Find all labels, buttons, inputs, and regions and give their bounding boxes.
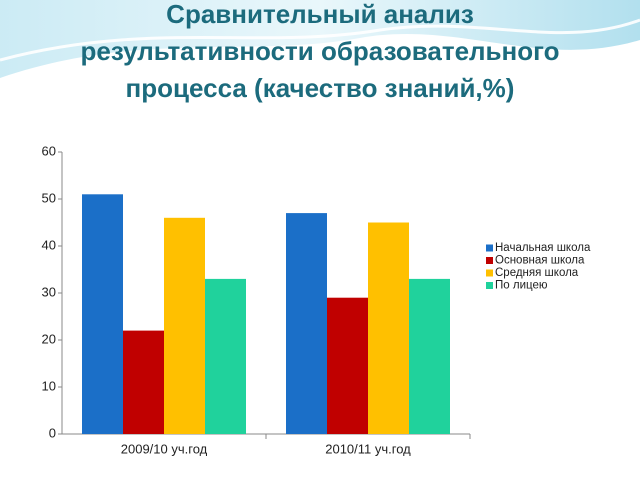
- bar: [123, 330, 164, 434]
- bar: [409, 278, 450, 434]
- y-tick-label: 0: [49, 425, 56, 440]
- bar: [327, 297, 368, 434]
- legend-swatch: [486, 244, 493, 252]
- x-tick-label: 2010/11 уч.год: [325, 441, 411, 456]
- legend-label: Начальная школа: [495, 242, 591, 254]
- legend-label: Основная школа: [495, 255, 585, 267]
- legend-swatch: [486, 269, 493, 277]
- bar: [286, 213, 327, 434]
- y-tick-label: 10: [42, 378, 56, 393]
- bar: [368, 222, 409, 434]
- chart-title: Сравнительный анализ результативности об…: [80, 0, 560, 103]
- wave: [0, 0, 640, 78]
- bar: [164, 217, 205, 434]
- legend-label: Средняя школа: [495, 267, 579, 279]
- wave-line: [0, 18, 640, 62]
- legend-label: По лицею: [495, 280, 548, 292]
- bar: [82, 194, 123, 434]
- y-tick-label: 30: [42, 284, 56, 299]
- legend-swatch: [486, 257, 493, 264]
- y-tick-label: 60: [42, 143, 56, 158]
- bar: [205, 278, 246, 434]
- y-tick-label: 20: [42, 331, 56, 346]
- x-tick-label: 2009/10 уч.год: [121, 441, 208, 456]
- y-tick-label: 50: [42, 190, 56, 205]
- legend-swatch: [486, 282, 493, 289]
- y-tick-label: 40: [42, 237, 56, 252]
